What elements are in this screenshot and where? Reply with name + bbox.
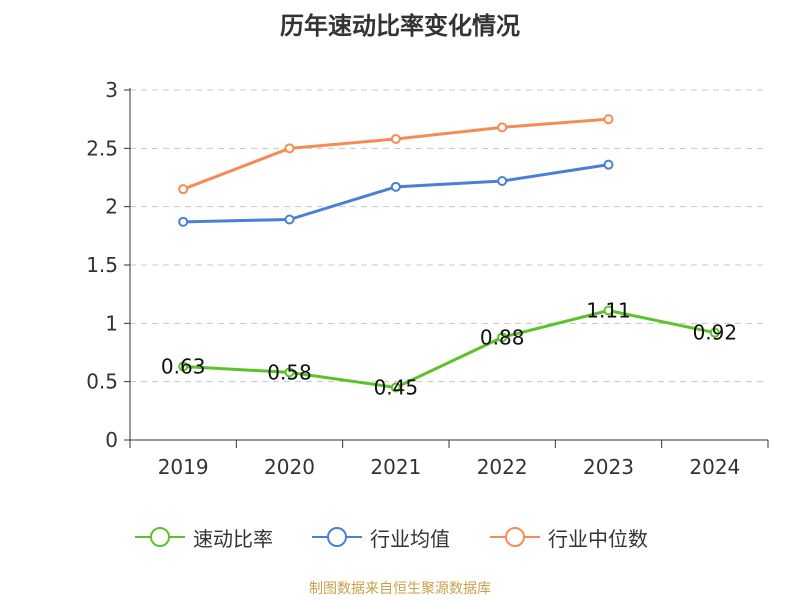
data-point [603,159,614,170]
legend-symbol [490,527,540,547]
data-label: 0.58 [267,360,312,384]
data-label: 0.45 [374,376,419,400]
y-tick-label: 1 [105,311,118,335]
legend-label: 行业中位数 [548,526,648,551]
data-labels: 0.63 0.58 0.45 0.88 1.11 0.92 [161,299,737,400]
data-point [709,327,720,338]
data-point [497,176,508,186]
y-tick-label: 0.5 [86,370,118,394]
data-point [497,332,508,343]
data-point [284,214,295,225]
data-point [390,382,401,393]
data-label: 0.63 [161,355,206,379]
series-line [183,309,716,389]
y-tick-label: 2.5 [86,136,118,160]
data-label: 1.11 [586,299,631,323]
series-lines [178,114,720,393]
data-point [390,134,401,144]
x-tick-label: 2019 [158,455,209,479]
legend-item-2[interactable]: 行业中位数 [490,520,648,554]
axes: 0 0.5 1 1.5 2 2.5 3 2019 2020 2021 2022 2023 2024 [86,78,769,479]
x-tick-label: 2022 [477,455,528,479]
legend-item-0[interactable]: 速动比率 [135,520,273,554]
gridlines [130,89,768,383]
data-label: 0.88 [480,325,525,349]
data-point [178,216,189,227]
legend-label: 行业均值 [370,526,450,551]
data-point [284,143,295,154]
x-tick-label: 2024 [689,455,740,479]
data-point [178,184,189,195]
legend-label: 速动比率 [193,526,273,551]
legend-item-1[interactable]: 行业均值 [312,520,450,554]
data-point [603,114,614,125]
source-note: 制图数据来自恒生聚源数据库 [309,581,491,597]
data-label: 0.92 [693,321,738,345]
legend-symbol [312,527,362,547]
x-tick-label: 2020 [264,455,315,479]
data-point [284,367,295,378]
data-point [390,181,401,192]
y-tick-label: 3 [105,78,118,102]
legend-symbol [135,527,185,547]
x-tick-label: 2021 [370,455,421,479]
x-tick-label: 2023 [583,455,634,479]
y-tick-label: 0 [105,428,118,452]
series-line [183,163,609,224]
y-tick-label: 1.5 [86,253,118,277]
y-tick-label: 2 [105,195,118,219]
data-point [497,122,508,133]
chart-title: 历年速动比率变化情况 [280,12,520,40]
series-line [182,117,609,191]
data-point [178,361,189,372]
data-point [603,305,614,316]
